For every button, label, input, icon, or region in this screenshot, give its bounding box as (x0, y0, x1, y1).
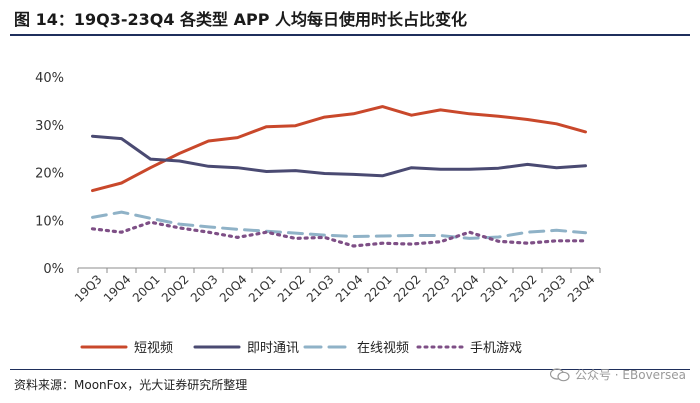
wechat-icon (549, 367, 570, 381)
legend-label-1: 短视频 (134, 341, 173, 356)
x-tick-label: 20Q4 (217, 272, 250, 305)
x-tick-label: 20Q1 (130, 272, 163, 305)
x-tick-label: 21Q1 (246, 272, 279, 305)
series-line-2 (91, 134, 587, 178)
x-tick-label: 21Q3 (304, 272, 337, 305)
x-tick-label: 22Q3 (420, 272, 453, 305)
x-tick-label: 22Q2 (391, 272, 424, 305)
y-tick-label: 30% (35, 119, 64, 134)
x-tick-label: 23Q3 (536, 272, 569, 305)
watermark: 公众号 · EBoversea (549, 366, 686, 383)
series-line-3 (91, 210, 587, 240)
x-tick-label: 22Q4 (449, 272, 482, 305)
legend: 短视频 即时通讯 在线视频 手机游戏 (80, 341, 522, 356)
y-tick-label: 20% (35, 167, 64, 182)
x-tick-label: 21Q2 (275, 272, 308, 305)
figure-title: 图 14：19Q3-23Q4 各类型 APP 人均每日使用时长占比变化 (14, 10, 468, 29)
y-axis-ticks: 0% 10% 20% 30% 40% (35, 71, 64, 277)
y-tick-label: 40% (35, 71, 64, 86)
watermark-text: 公众号 · EBoversea (574, 368, 686, 382)
title-divider (10, 34, 690, 36)
x-tick-label: 19Q4 (101, 272, 134, 305)
x-tick-label: 19Q3 (72, 272, 105, 305)
x-axis: 19Q319Q420Q120Q220Q320Q421Q121Q221Q321Q4… (72, 267, 601, 305)
x-tick-label: 21Q4 (333, 272, 366, 305)
x-tick-label: 20Q2 (159, 272, 192, 305)
series-line-4 (90, 220, 588, 248)
series-line-1 (91, 105, 587, 193)
legend-label-4: 手机游戏 (470, 341, 522, 356)
footer-divider (10, 369, 690, 370)
legend-label-3: 在线视频 (357, 341, 409, 356)
legend-label-2: 即时通讯 (247, 341, 299, 356)
x-tick-label: 23Q2 (507, 272, 540, 305)
y-tick-label: 0% (43, 262, 64, 277)
source-note: 资料来源：MoonFox，光大证券研究所整理 (14, 378, 248, 392)
x-tick-label: 23Q1 (478, 272, 511, 305)
x-tick-label: 22Q1 (362, 272, 395, 305)
series-lines (90, 105, 588, 248)
y-tick-label: 10% (35, 214, 64, 229)
x-tick-label: 23Q4 (565, 272, 598, 305)
x-tick-label: 20Q3 (188, 272, 221, 305)
line-chart: 0%10%20%30%40% 19Q319Q420Q120Q220Q320Q42… (35, 71, 601, 356)
